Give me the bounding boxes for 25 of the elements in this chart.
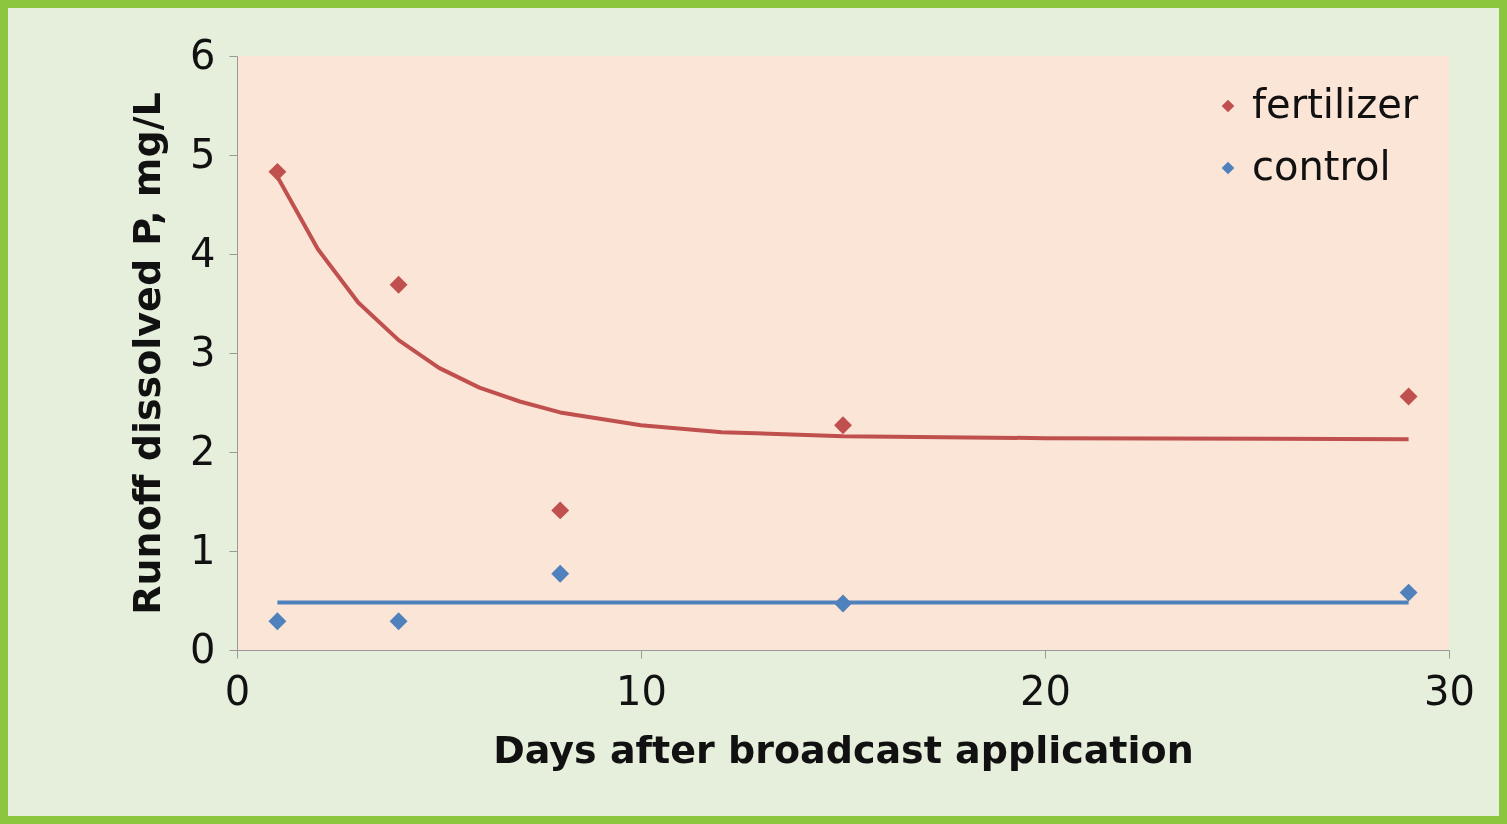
point [389,612,408,631]
x-tick-label: 10 [616,667,667,714]
x-tick-label: 0 [224,667,251,714]
y-tick-label: 1 [190,526,216,573]
point [1399,387,1418,406]
legend-label: fertilizer [1252,81,1419,127]
x-tick-label: 30 [1424,667,1475,714]
y-tick-label: 5 [190,130,216,177]
point [268,612,287,631]
point [268,162,287,181]
point [1399,583,1418,602]
point [551,564,570,583]
y-axis-title: Runoff dissolved P, mg/L [125,92,170,615]
x-tick-label: 20 [1020,667,1071,714]
x-axis-title: Days after broadcast application [493,727,1194,772]
point [834,416,852,435]
y-tick-label: 0 [190,625,216,672]
y-tick-label: 4 [190,229,216,276]
point [389,275,408,294]
y-tick-label: 6 [190,31,216,78]
point [834,594,852,613]
point [551,501,570,520]
y-tick-label: 3 [190,328,216,375]
y-tick-label: 2 [190,427,216,474]
legend-label: control [1252,143,1391,189]
